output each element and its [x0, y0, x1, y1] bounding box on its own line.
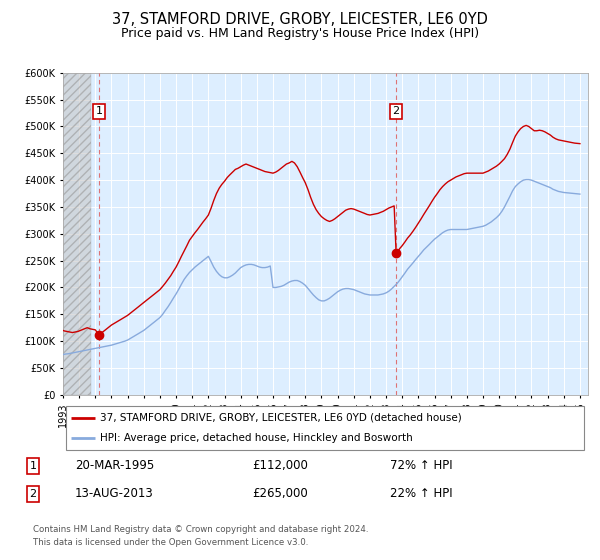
- Text: 1: 1: [95, 106, 103, 116]
- Text: 37, STAMFORD DRIVE, GROBY, LEICESTER, LE6 0YD: 37, STAMFORD DRIVE, GROBY, LEICESTER, LE…: [112, 12, 488, 27]
- Text: 2: 2: [392, 106, 400, 116]
- FancyBboxPatch shape: [65, 406, 584, 450]
- Text: 2: 2: [29, 489, 37, 499]
- Text: HPI: Average price, detached house, Hinckley and Bosworth: HPI: Average price, detached house, Hinc…: [100, 433, 413, 443]
- Text: 72% ↑ HPI: 72% ↑ HPI: [390, 459, 452, 473]
- Text: 1: 1: [29, 461, 37, 471]
- Text: This data is licensed under the Open Government Licence v3.0.: This data is licensed under the Open Gov…: [33, 538, 308, 547]
- Text: Contains HM Land Registry data © Crown copyright and database right 2024.: Contains HM Land Registry data © Crown c…: [33, 525, 368, 534]
- Text: 22% ↑ HPI: 22% ↑ HPI: [390, 487, 452, 501]
- Text: £112,000: £112,000: [252, 459, 308, 473]
- Text: 20-MAR-1995: 20-MAR-1995: [75, 459, 154, 473]
- Text: 13-AUG-2013: 13-AUG-2013: [75, 487, 154, 501]
- Text: £265,000: £265,000: [252, 487, 308, 501]
- Text: Price paid vs. HM Land Registry's House Price Index (HPI): Price paid vs. HM Land Registry's House …: [121, 27, 479, 40]
- Bar: [63, 73, 91, 395]
- Text: 37, STAMFORD DRIVE, GROBY, LEICESTER, LE6 0YD (detached house): 37, STAMFORD DRIVE, GROBY, LEICESTER, LE…: [100, 413, 461, 423]
